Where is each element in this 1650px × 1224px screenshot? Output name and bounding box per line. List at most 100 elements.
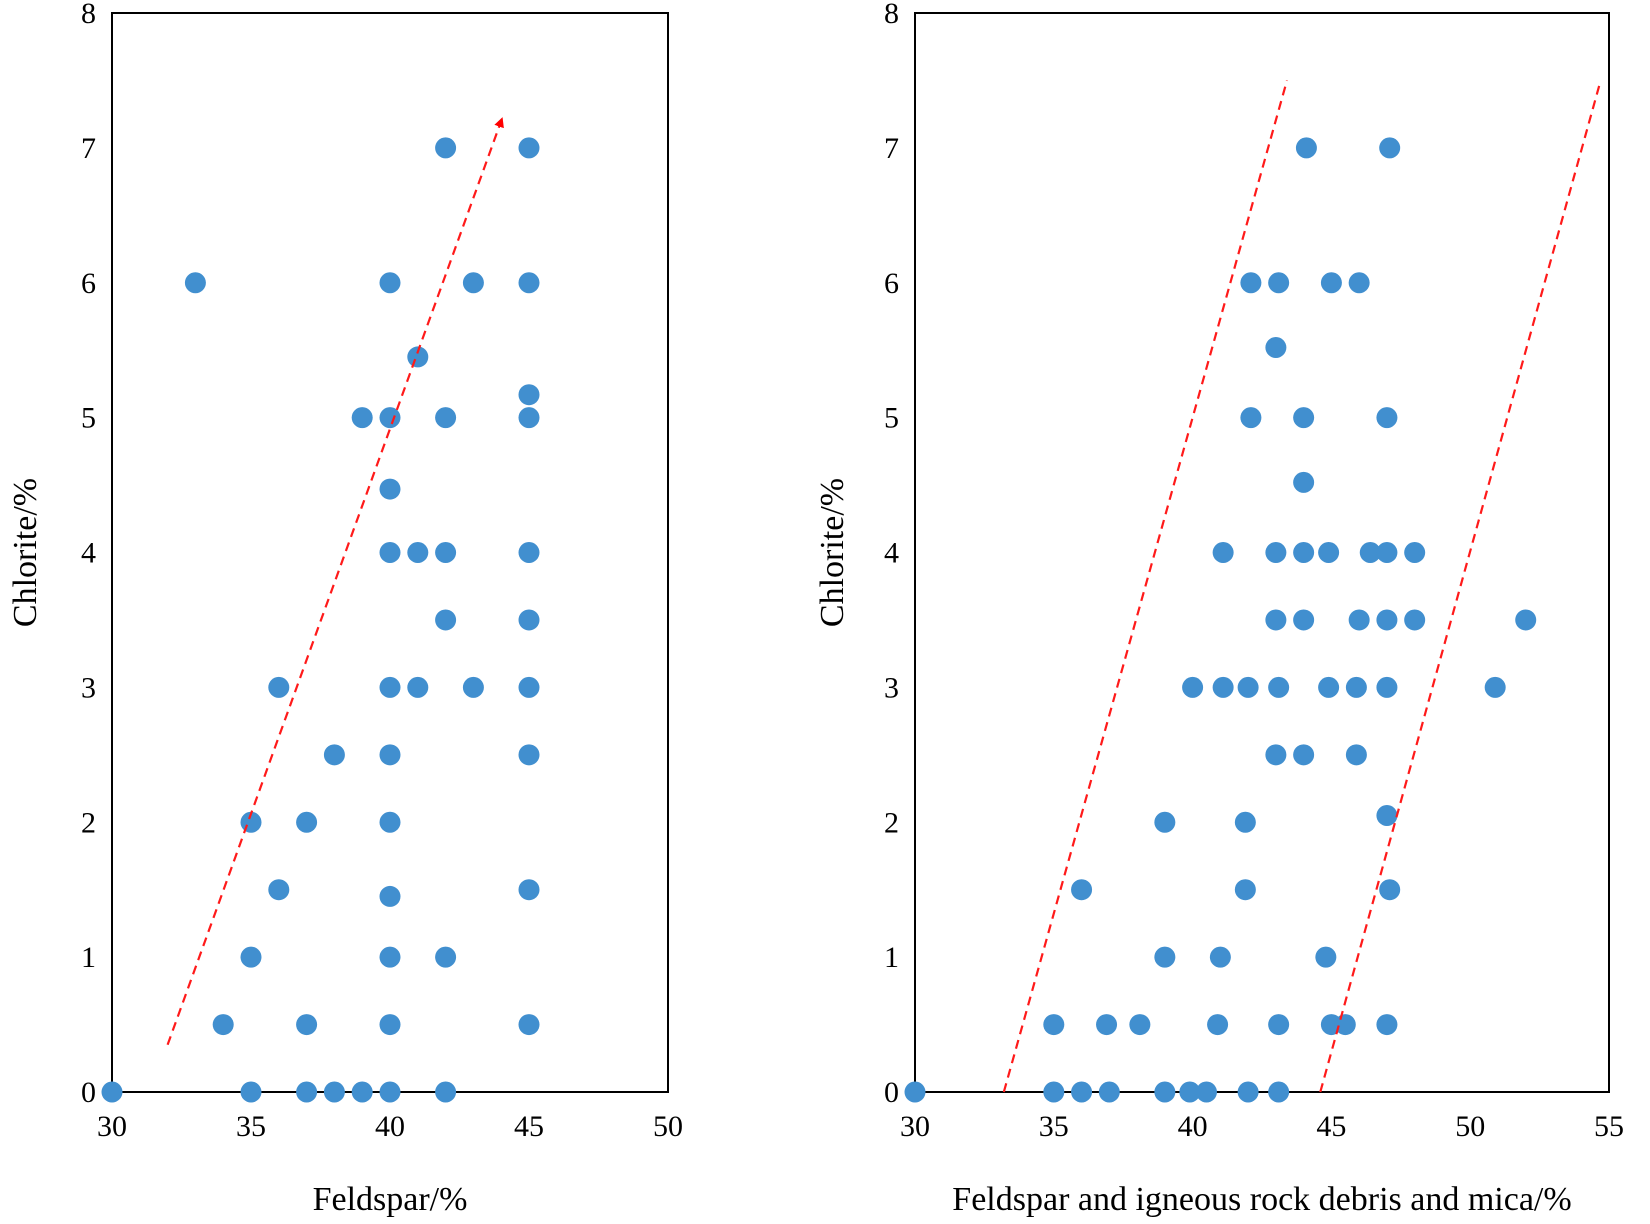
x-tick-labels: 30 35 40 45 50	[97, 1110, 683, 1143]
x-tick-label: 50	[1455, 1110, 1485, 1143]
data-point	[1379, 879, 1401, 901]
data-point	[1182, 676, 1204, 698]
x-tick-label: 35	[1039, 1110, 1069, 1143]
x-tick-label: 30	[900, 1110, 930, 1143]
data-point	[379, 946, 401, 968]
data-point	[1234, 811, 1256, 833]
data-point	[1348, 272, 1370, 294]
data-point	[1293, 744, 1315, 766]
data-point	[1212, 676, 1234, 698]
data-point	[379, 885, 401, 907]
data-point	[518, 744, 540, 766]
y-tick-labels: 0 1 2 3 4 5 6 7 8	[81, 0, 96, 1109]
y-tick-label: 1	[81, 941, 96, 974]
boundary-line	[1319, 80, 1602, 1093]
y-tick-label: 2	[81, 806, 96, 839]
data-point	[1071, 1081, 1093, 1103]
data-point	[518, 676, 540, 698]
data-point	[462, 272, 484, 294]
data-point	[435, 542, 457, 563]
data-point	[1240, 272, 1262, 294]
y-axis-title: Chlorite/%	[7, 478, 44, 627]
data-point	[1484, 676, 1506, 698]
data-point	[518, 407, 540, 429]
plot-frame	[914, 12, 1610, 1093]
data-point	[1345, 744, 1367, 766]
data-point	[518, 879, 540, 901]
y-tick-label: 5	[81, 402, 96, 435]
data-point	[407, 346, 429, 368]
y-tick-label: 0	[884, 1076, 899, 1109]
data-point	[1293, 542, 1315, 563]
data-point	[435, 1081, 457, 1103]
data-point	[1376, 676, 1398, 698]
data-point	[1318, 676, 1340, 698]
data-point	[518, 384, 540, 406]
data-point	[268, 879, 290, 901]
data-point	[1096, 1014, 1118, 1036]
data-point	[240, 1081, 262, 1103]
data-point	[1195, 1081, 1217, 1103]
x-tick-label: 30	[97, 1110, 127, 1143]
data-point	[1345, 676, 1367, 698]
data-point	[435, 609, 457, 631]
data-point	[268, 676, 290, 698]
x-tick-labels: 30 35 40 45 50 55	[900, 1110, 1624, 1143]
data-point	[1376, 1014, 1398, 1036]
data-point	[1293, 407, 1315, 429]
data-point	[435, 407, 457, 429]
data-point	[1154, 811, 1176, 833]
data-point	[518, 609, 540, 631]
data-point	[379, 478, 401, 500]
data-point	[1376, 609, 1398, 631]
data-point	[407, 676, 429, 698]
data-point	[323, 1081, 345, 1103]
data-point	[1129, 1014, 1151, 1036]
data-point	[1240, 407, 1262, 429]
data-point	[1376, 407, 1398, 429]
data-point	[296, 1081, 318, 1103]
data-point	[1212, 542, 1234, 563]
x-tick-label: 50	[653, 1110, 683, 1143]
data-point	[1320, 272, 1342, 294]
data-point	[1376, 542, 1398, 563]
data-point	[1265, 744, 1287, 766]
data-point	[1043, 1014, 1065, 1036]
data-points	[904, 137, 1537, 1103]
data-point	[1318, 542, 1340, 563]
x-tick-label: 55	[1594, 1110, 1624, 1143]
data-point	[1515, 609, 1537, 631]
x-tick-label: 35	[236, 1110, 266, 1143]
data-point	[1265, 336, 1287, 358]
data-points	[101, 137, 540, 1103]
x-tick-label: 40	[375, 1110, 405, 1143]
data-point	[435, 137, 457, 159]
data-point	[1234, 879, 1256, 901]
y-tick-label: 7	[884, 132, 899, 165]
data-point	[379, 811, 401, 833]
data-point	[379, 407, 401, 429]
data-point	[1293, 471, 1315, 493]
data-point	[1265, 542, 1287, 563]
boundary-line	[1002, 80, 1289, 1093]
data-point	[184, 272, 206, 294]
data-point	[904, 1081, 926, 1103]
y-axis-title: Chlorite/%	[814, 478, 851, 627]
data-point	[1379, 137, 1401, 159]
data-point	[1359, 542, 1381, 563]
data-point	[1179, 1081, 1201, 1103]
data-point	[1209, 946, 1231, 968]
data-point	[1268, 272, 1290, 294]
y-tick-label: 3	[884, 671, 899, 704]
y-tick-label: 7	[81, 132, 96, 165]
y-tick-label: 4	[81, 537, 96, 570]
data-point	[1154, 946, 1176, 968]
x-axis-title: Feldspar and igneous rock debris and mic…	[952, 1181, 1571, 1218]
data-point	[240, 946, 262, 968]
x-tick-label: 45	[1316, 1110, 1346, 1143]
data-point	[296, 1014, 318, 1036]
data-point	[351, 1081, 373, 1103]
